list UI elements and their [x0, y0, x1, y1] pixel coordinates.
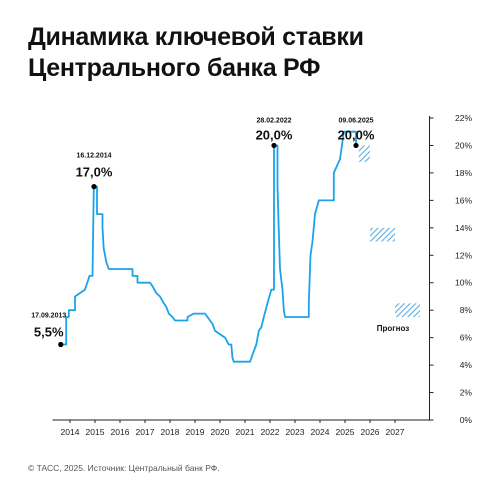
ticks-layer: 2014 2015 2016 2017 2018 2019 2020 2021 2022 2023…	[61, 113, 473, 437]
source-note: © ТАСС, 2025. Источник: Центральный банк…	[28, 463, 220, 473]
annotations-layer: 17.09.2013 5,5% 16.12.2014 17,0% 28.02.2022 2…	[31, 117, 375, 348]
x-tick-label-2014: 2014	[61, 427, 80, 437]
annotation-dot-3	[271, 142, 277, 149]
x-tick-label-2027: 2027	[386, 427, 405, 437]
x-tick-label-2026: 2026	[361, 427, 380, 437]
rate-line-layer	[62, 130, 357, 363]
chart-title: Динамика ключевой ставки Центрального ба…	[28, 22, 468, 84]
annotation-date-3: 28.02.2022	[256, 117, 291, 124]
x-tick-label-2019: 2019	[186, 427, 205, 437]
y-tick-label-2: 2%	[460, 388, 473, 398]
x-tick-label-2020: 2020	[211, 427, 230, 437]
y-tick-label-0: 0%	[460, 415, 473, 425]
y-tick-label-16: 16%	[455, 195, 472, 205]
x-tick-label-2025: 2025	[336, 427, 355, 437]
x-tick-label-2021: 2021	[236, 427, 255, 437]
chart-title-line-2: Центрального банка РФ	[28, 54, 321, 82]
forecast-range-1	[358, 145, 370, 162]
annotation-value-4: 20,0%	[338, 127, 375, 142]
axes-layer	[52, 116, 430, 421]
forecast-range-3	[395, 303, 420, 318]
x-tick-label-2017: 2017	[136, 427, 155, 437]
y-tick-label-12: 12%	[455, 250, 472, 260]
annotation-date-2: 16.12.2014	[76, 153, 111, 160]
x-tick-label-2016: 2016	[111, 427, 130, 437]
y-tick-label-22: 22%	[455, 113, 472, 123]
y-tick-label-20: 20%	[455, 140, 472, 150]
x-tick-label-2018: 2018	[161, 427, 180, 437]
annotation-dot-4	[353, 142, 359, 149]
annotation-value-1: 5,5%	[34, 325, 64, 340]
y-tick-label-6: 6%	[460, 333, 473, 343]
x-tick-label-2022: 2022	[261, 427, 280, 437]
y-tick-label-8: 8%	[460, 305, 473, 315]
y-tick-label-14: 14%	[455, 223, 472, 233]
annotation-date-4: 09.06.2025	[338, 117, 373, 124]
forecast-layer	[358, 145, 420, 318]
annotation-value-2: 17,0%	[76, 165, 113, 180]
y-tick-label-18: 18%	[455, 168, 472, 178]
x-tick-label-2023: 2023	[286, 427, 305, 437]
rate-line-series-1	[62, 130, 357, 363]
y-tick-label-10: 10%	[455, 278, 472, 288]
forecast-range-2	[370, 227, 395, 242]
annotation-value-3: 20,0%	[256, 127, 293, 142]
x-tick-label-2024: 2024	[311, 427, 330, 437]
annotation-dot-2	[91, 184, 97, 190]
annotation-dot-1	[58, 341, 64, 348]
y-tick-label-4: 4%	[460, 360, 473, 370]
annotation-date-1: 17.09.2013	[31, 313, 66, 320]
forecast-label: Прогноз	[377, 324, 409, 333]
chart-title-line-1: Динамика ключевой ставки	[28, 23, 364, 51]
x-tick-label-2015: 2015	[86, 427, 105, 437]
